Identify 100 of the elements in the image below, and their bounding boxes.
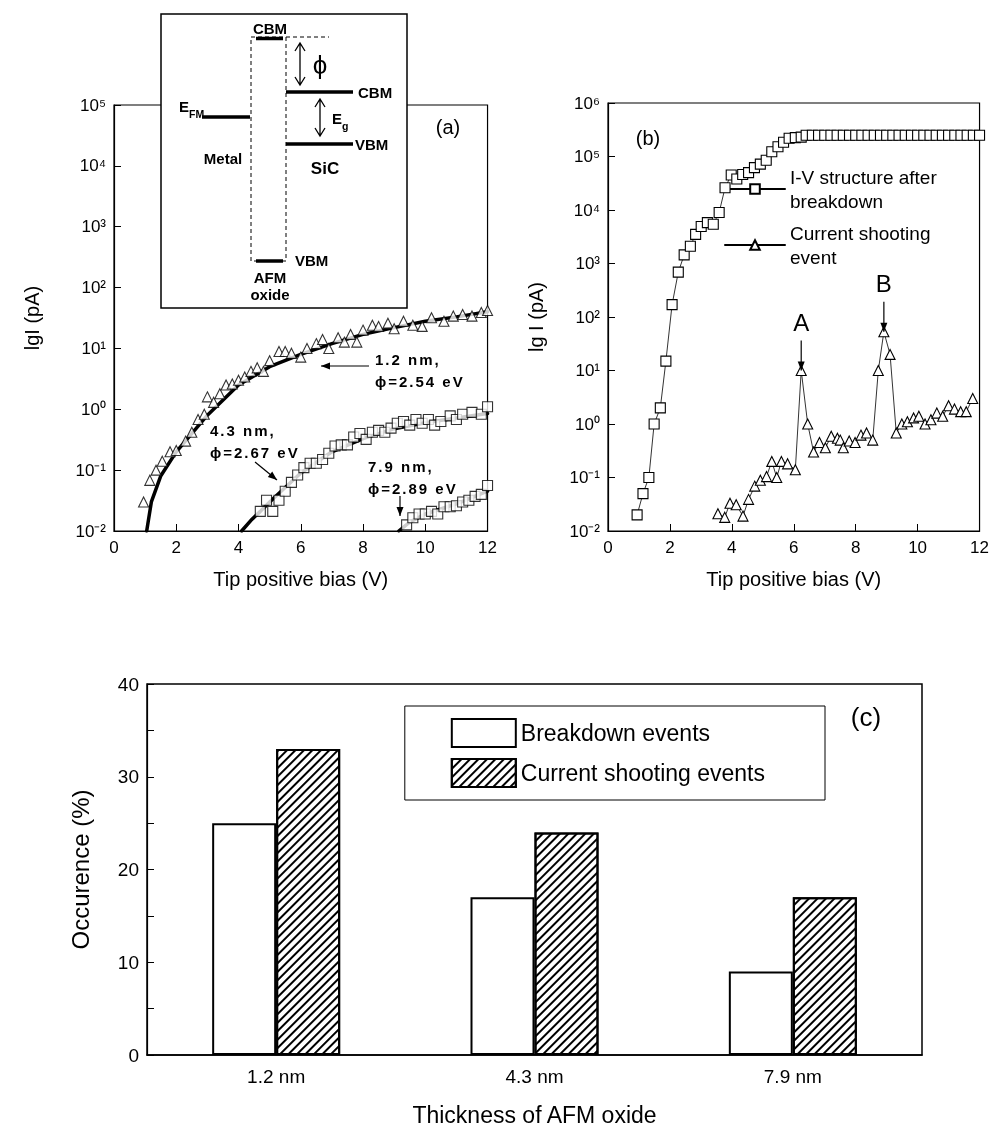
y-tick-label: 0: [128, 1044, 139, 1066]
y-tick-label: 10²: [575, 307, 601, 327]
x-tick-label: 0: [603, 538, 613, 557]
text: CBM: [252, 20, 288, 37]
point: [643, 471, 655, 484]
x-axis-title: Tip positive bias (V): [706, 568, 882, 590]
x-tick-label: 6: [296, 538, 306, 557]
point: [730, 499, 742, 511]
point: [267, 505, 279, 517]
annotation: 1.2 nm, ϕ=2.54 eV: [375, 351, 465, 390]
y-tick-label: 10³: [575, 254, 601, 273]
point: [713, 206, 725, 218]
point: [782, 458, 794, 470]
legend-label: Current shooting event: [790, 222, 936, 268]
x-tick-label: 2: [171, 538, 181, 557]
point: [186, 426, 198, 438]
y-tick-label: 10⁻²: [569, 521, 601, 541]
annotation: VBM: [355, 136, 389, 153]
y-tick-label: 10⁵: [80, 95, 106, 115]
y-tick-label: 10⁰: [575, 414, 600, 434]
y-tick-label: 10⁴: [79, 156, 106, 176]
point: [170, 444, 182, 457]
x-tick-label: 4: [233, 538, 244, 557]
annotation: SiC: [310, 159, 340, 178]
point: [637, 488, 649, 500]
y-tick-label: 10⁴: [573, 200, 600, 220]
point: [475, 488, 487, 500]
x-tick-label: 4: [727, 538, 737, 557]
annotation: VBM: [295, 252, 329, 269]
y-tick-label: 10⁶: [574, 93, 600, 113]
point: [648, 418, 660, 430]
y-axis-title: lgI (pA): [21, 285, 43, 351]
point: [279, 485, 291, 497]
point: [660, 355, 672, 367]
point: [789, 464, 801, 476]
x-axis-title: Thickness of AFM oxide: [412, 1101, 657, 1128]
point: [180, 435, 192, 447]
point: [254, 505, 266, 517]
point: [301, 342, 313, 354]
annotation: AFM oxide: [250, 269, 290, 303]
x-tick-label: 7.9 nm: [763, 1066, 822, 1087]
y-tick-label: 10⁻¹: [569, 468, 601, 487]
annotation: E$_{g}$: [332, 110, 349, 132]
y-tick-label: 30: [117, 766, 139, 788]
y-tick-label: 10: [117, 951, 139, 973]
y-axis-title: Occurence (%): [66, 789, 94, 950]
point: [397, 315, 410, 327]
y-tick-label: 10³: [81, 217, 107, 237]
point: [373, 320, 385, 332]
y-tick-label: 20: [117, 859, 139, 880]
point: [425, 312, 438, 324]
x-tick-label: 8: [850, 538, 861, 557]
point: [884, 348, 896, 360]
annotation: (a): [435, 116, 461, 138]
point: [666, 299, 678, 311]
point: [872, 364, 884, 377]
annotation: 7.9 nm, ϕ=2.89 eV: [368, 458, 458, 497]
point: [332, 332, 344, 344]
legend-label: I-V structure after breakdown: [790, 166, 943, 212]
x-tick-label: 12: [970, 538, 990, 557]
x-tick-label: 8: [358, 538, 368, 557]
point: [925, 414, 937, 426]
point: [260, 494, 273, 506]
point: [239, 371, 251, 383]
y-axis-title: lg I (pA): [525, 281, 547, 353]
annotation: Metal: [203, 150, 243, 167]
point: [457, 309, 469, 321]
point: [913, 410, 925, 422]
point: [719, 182, 731, 194]
point: [198, 408, 210, 420]
point: [345, 328, 357, 340]
point: [482, 401, 494, 413]
x-tick-label: 12: [478, 538, 498, 557]
point: [890, 427, 902, 439]
point: [707, 218, 719, 230]
point: [273, 494, 285, 506]
text: ϕ: [312, 50, 328, 80]
point: [482, 304, 494, 317]
annotation: 4.3 nm, ϕ=2.67 eV: [210, 422, 300, 461]
point: [802, 418, 814, 430]
point: [867, 434, 879, 446]
legend-label: Current shooting events: [520, 760, 766, 786]
point: [974, 129, 986, 141]
text: CBM: [358, 84, 393, 101]
point: [937, 410, 949, 422]
point: [678, 249, 690, 261]
point: [719, 511, 731, 523]
point: [257, 365, 269, 377]
point: [766, 455, 778, 467]
point: [654, 402, 666, 414]
annotation: (c): [850, 702, 882, 732]
annotation: A: [793, 308, 810, 336]
legend-label: Breakdown events: [520, 720, 711, 746]
point: [760, 471, 773, 483]
point: [631, 509, 643, 521]
point: [672, 266, 684, 278]
point: [388, 323, 400, 335]
x-tick-label: 6: [789, 538, 799, 557]
annotation: B: [875, 269, 892, 297]
y-tick-label: 10⁻²: [75, 521, 107, 541]
